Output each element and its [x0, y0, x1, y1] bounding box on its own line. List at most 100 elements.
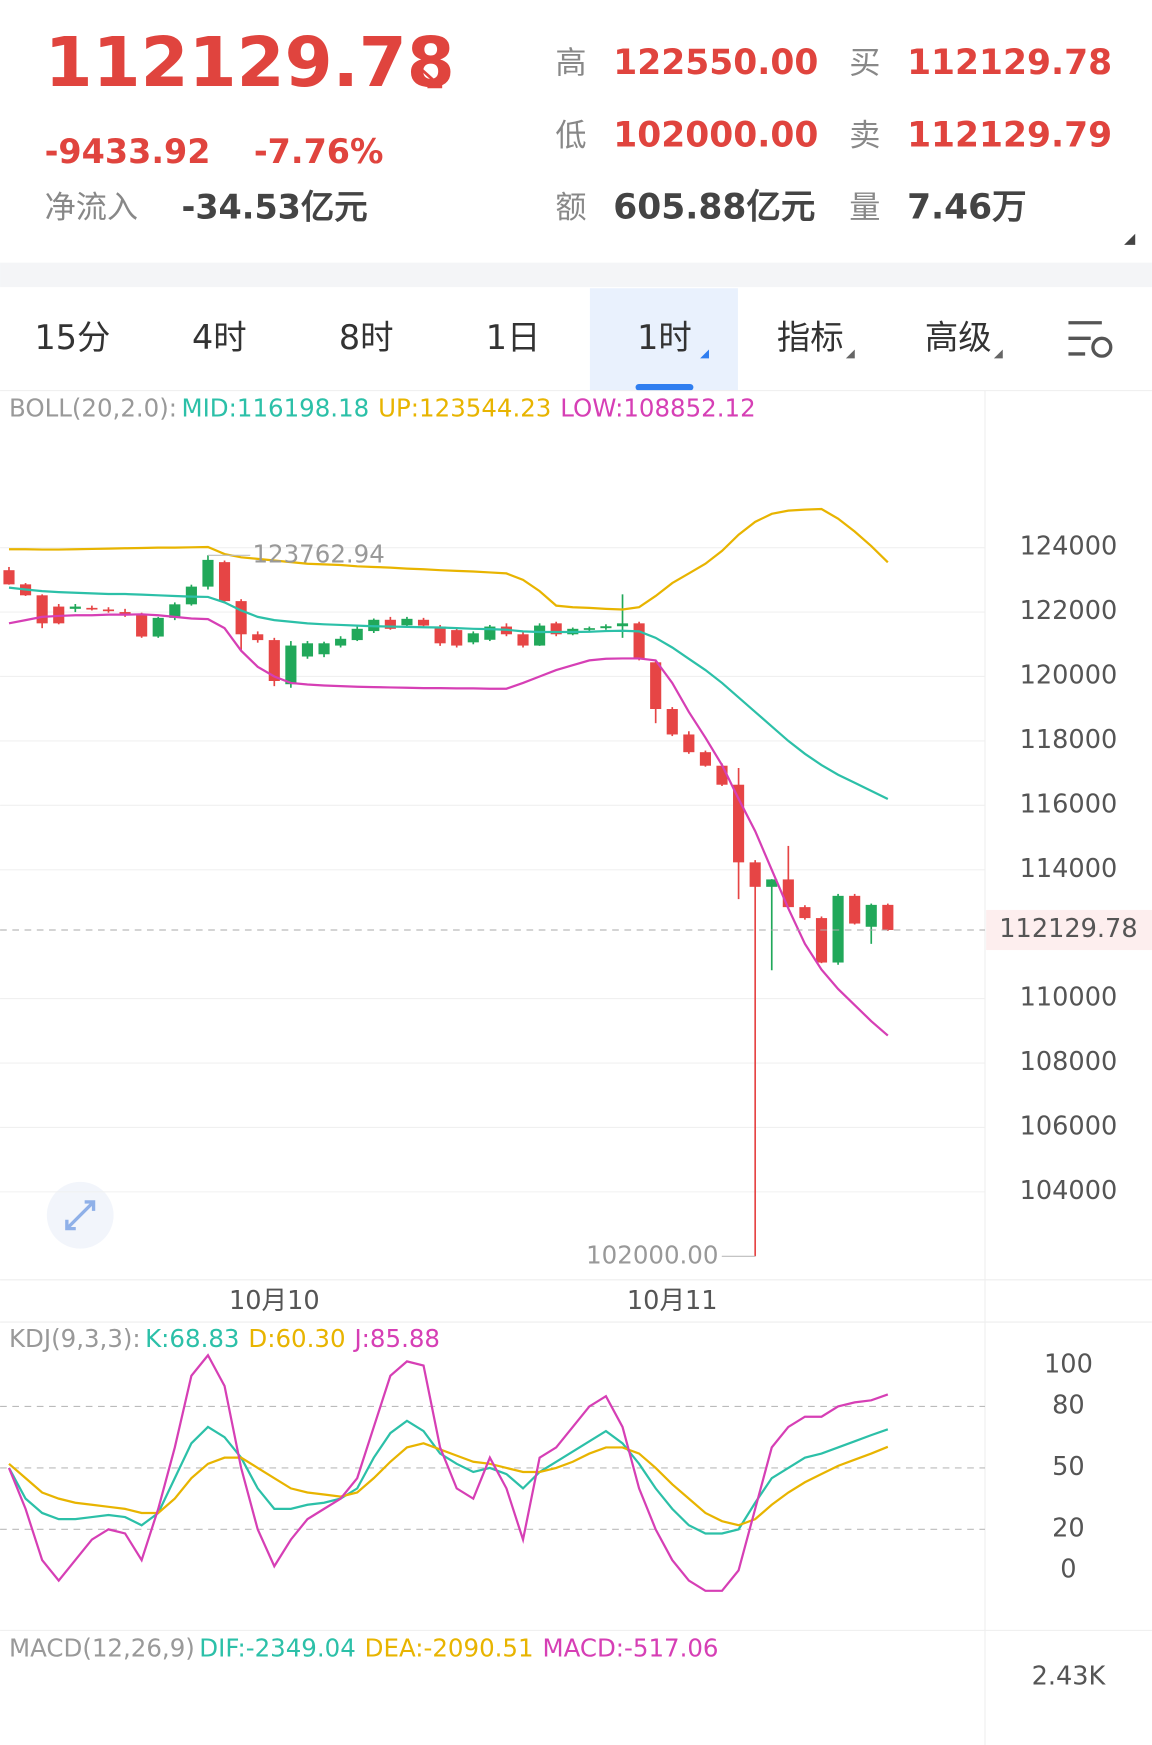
current-price-tag	[986, 909, 1152, 951]
candle-body	[550, 623, 562, 635]
settings-lines	[1068, 321, 1102, 356]
candle-body	[782, 879, 794, 908]
y-tick-label: 0	[1060, 1554, 1076, 1584]
dropdown-mark	[845, 349, 855, 359]
tab[interactable]: 1日	[486, 318, 541, 357]
legend: BOLL(20,2.0): MID:116198.18 UP:123544.23 LO…	[9, 394, 756, 423]
stat-label: 卖	[849, 118, 880, 154]
legend-name: J:	[352, 1324, 369, 1353]
legend: MACD(12,26,9) DIF:-2349.04 DEA:-2090.51 MAC…	[9, 1633, 719, 1662]
legend-value: -2349.04	[246, 1633, 356, 1662]
y-tick-label: 124000	[1020, 532, 1118, 562]
candle-body	[69, 606, 81, 609]
candle-body	[285, 645, 297, 685]
candle-body	[417, 619, 430, 626]
tab[interactable]: 高级	[925, 318, 992, 357]
candle-body	[749, 862, 761, 887]
high-label: 123762.94	[252, 539, 384, 568]
stat-label: 额	[555, 190, 586, 226]
boll-line	[8, 586, 889, 800]
stats: 高 122550.00 买 112129.78 低 102000.00 卖 112129.79…	[555, 43, 1112, 228]
candle-body	[650, 662, 662, 710]
candle-body	[86, 607, 98, 610]
net-inflow-label: 净流入	[45, 190, 138, 226]
candle-body	[865, 904, 877, 927]
kdj-line	[7, 1353, 889, 1592]
candle-body	[252, 634, 264, 641]
candle-body	[467, 633, 479, 643]
candle-body	[616, 623, 629, 627]
candle-body	[766, 879, 778, 887]
expand-button[interactable]	[46, 1181, 114, 1249]
candle-body	[301, 643, 314, 657]
legend-name: DIF:	[199, 1633, 245, 1662]
y-tick-label: 116000	[1020, 789, 1118, 819]
active-tab-indicator	[635, 383, 694, 391]
low-label: 102000.00	[586, 1240, 718, 1269]
legend-value: 116198.18	[237, 394, 369, 423]
legend-name: MACD:	[542, 1633, 624, 1662]
candle-body	[351, 628, 363, 641]
legend-title: MACD(12,26,9)	[9, 1633, 195, 1662]
candle-body	[318, 643, 330, 655]
active-tab-bg	[589, 288, 738, 391]
legend-name: UP:	[378, 394, 419, 423]
settings-gear	[1091, 336, 1113, 358]
candle-body	[185, 586, 197, 605]
down-arrow	[417, 65, 443, 89]
candle-body	[882, 904, 894, 931]
legend-name: DEA:	[365, 1633, 424, 1662]
stat-label: 高	[555, 46, 586, 82]
legend-value: 85.88	[370, 1324, 440, 1353]
candle-body	[3, 570, 15, 585]
boll-line	[8, 613, 889, 1037]
candle-body	[716, 765, 728, 785]
candle-body	[235, 601, 247, 635]
candle-body	[600, 626, 612, 629]
y-tick-label: 100	[1044, 1350, 1093, 1380]
legend-title: BOLL(20,2.0):	[9, 394, 177, 423]
stat-label: 买	[849, 46, 880, 82]
candle-body	[666, 709, 678, 735]
candle-body	[102, 609, 115, 612]
tab[interactable]: 8时	[339, 318, 394, 357]
y-tick-label: 80	[1052, 1390, 1085, 1420]
candle-body	[169, 604, 181, 618]
net-inflow: -34.53亿元	[181, 188, 367, 227]
candle-body	[683, 734, 695, 753]
current-price-label: 112129.78	[999, 914, 1137, 944]
tab[interactable]: 指标	[777, 318, 844, 357]
legend-name: D:	[248, 1324, 275, 1353]
boll-line	[8, 507, 889, 611]
dropdown-mark	[700, 349, 709, 359]
candle-body	[268, 640, 280, 681]
y-tick-label: 2.43K	[1032, 1662, 1107, 1692]
candle-body	[799, 907, 811, 919]
legend-value: 108852.12	[623, 394, 755, 423]
legend-value: 60.30	[275, 1324, 345, 1353]
legend-value: 68.83	[169, 1324, 239, 1353]
x-tick-label: 10月11	[627, 1286, 718, 1316]
stat-label: 量	[849, 190, 880, 226]
candle-body	[517, 634, 529, 646]
candle-body	[534, 625, 546, 646]
y-tick-label: 118000	[1020, 725, 1118, 755]
tab[interactable]: 15分	[34, 318, 110, 357]
settings-icon[interactable]	[1068, 321, 1113, 358]
candle-body	[152, 617, 164, 637]
candle-body	[815, 918, 828, 963]
y-tick-label: 120000	[1020, 660, 1118, 690]
y-tick-label: 110000	[1020, 983, 1118, 1013]
legend-value: 123544.23	[419, 394, 551, 423]
stat-label: 低	[555, 118, 586, 154]
y-tick-label: 114000	[1020, 854, 1118, 884]
candle-body	[384, 619, 396, 629]
tab[interactable]: 1时	[637, 318, 692, 357]
y-tick-label: 106000	[1020, 1111, 1118, 1141]
candle-body	[335, 638, 347, 646]
tab[interactable]: 4时	[192, 318, 247, 357]
legend-name: LOW:	[560, 394, 623, 423]
candle-body	[733, 784, 745, 863]
legend-title: KDJ(9,3,3):	[9, 1324, 141, 1353]
